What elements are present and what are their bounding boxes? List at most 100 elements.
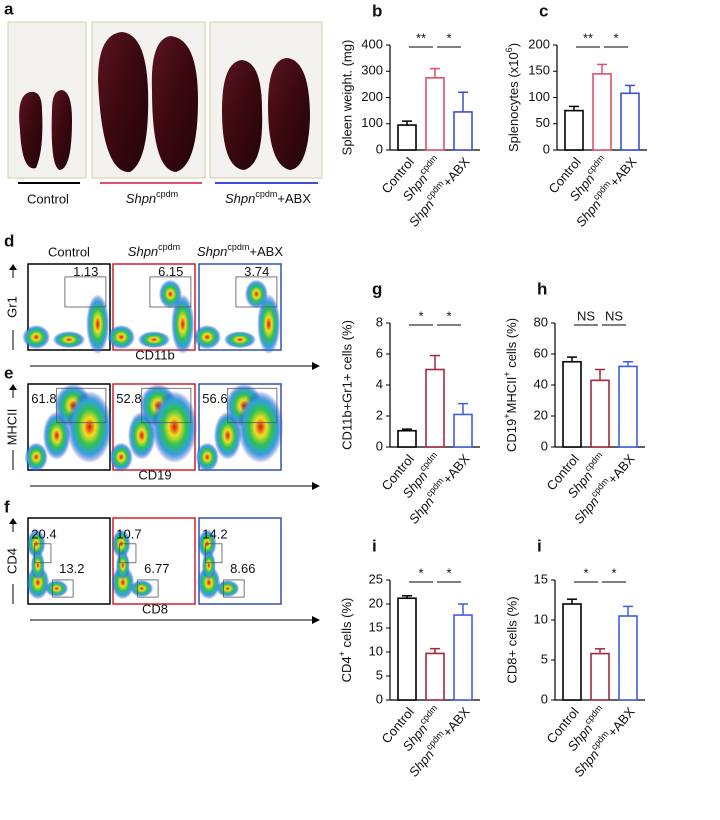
text-segment: Shpn (126, 191, 156, 206)
y-axis-label: CD8+ cells (%) (504, 596, 519, 683)
spleen (98, 32, 149, 173)
gate-percentage: 1.13 (73, 264, 98, 279)
arrow-head (312, 482, 320, 490)
density-cloud (197, 565, 221, 600)
density-cloud (107, 325, 135, 350)
gate (56, 387, 107, 424)
y-tick-label: 6 (376, 345, 383, 360)
significance-label: * (418, 308, 423, 323)
density-cloud (151, 390, 198, 464)
panel-label: f (4, 497, 10, 516)
arrow-head (9, 264, 17, 270)
gate-percentage: 10.7 (116, 527, 141, 542)
gate (149, 276, 192, 308)
bar (425, 368, 445, 448)
text-segment: +ABX (277, 191, 311, 206)
bar (453, 111, 473, 151)
arrow-head (312, 616, 320, 624)
density-cloud (137, 331, 171, 349)
text-segment: + (337, 651, 347, 656)
photo-panel (7, 21, 323, 184)
density-cloud (52, 331, 86, 349)
bar (562, 360, 582, 448)
y-axis-label: Spleen weight. (mg) (339, 40, 354, 156)
bar (397, 597, 417, 701)
text-segment: cells (%) (504, 318, 519, 371)
y-tick-label: 15 (369, 619, 383, 634)
text-segment: +ABX (605, 451, 638, 487)
text-segment: cpdm (585, 153, 607, 176)
significance-label: NS (605, 308, 623, 323)
density-cloud (30, 550, 45, 580)
text-segment: cpdm (158, 242, 180, 252)
gate-percentage: 8.66 (230, 561, 255, 576)
y-tick-label: 0 (376, 691, 383, 706)
y-tick-label: 80 (534, 314, 548, 329)
y-tick-label: 400 (361, 36, 383, 51)
y-tick-label: 5 (541, 651, 548, 666)
significance-label: * (611, 565, 616, 580)
gate (227, 387, 278, 424)
density-cloud (171, 294, 195, 355)
gate-percentage: 61.8 (31, 391, 56, 406)
bar (425, 652, 445, 701)
y-tick-label: 150 (528, 63, 550, 78)
y-tick-label: 20 (534, 407, 548, 422)
significance-label: * (446, 308, 451, 323)
bar (425, 77, 445, 151)
y-tick-label: 4 (376, 376, 383, 391)
y-tick-label: 0 (376, 141, 383, 156)
spleen (151, 36, 198, 172)
density-cloud (216, 580, 240, 597)
y-tick-label: 8 (376, 314, 383, 329)
text-segment: + (502, 371, 512, 376)
panel-label: i (372, 536, 377, 555)
photo-frame (7, 21, 87, 179)
density-cloud (195, 442, 219, 472)
text-segment: cpdm (255, 189, 277, 199)
text-segment: cells (%) (339, 598, 354, 651)
density-cloud (223, 331, 257, 349)
y-axis-label: CD4+ cells (%) (337, 598, 354, 683)
group-label: Shpncpdm (126, 189, 178, 206)
density-cloud (158, 279, 182, 309)
panel-label: g (372, 279, 382, 298)
gate (34, 543, 52, 564)
density-cloud (66, 390, 113, 464)
x-axis-label: CD11b (135, 347, 175, 362)
text-segment: Splenocytes (x10 (506, 52, 521, 152)
gate-percentage: 6.77 (144, 561, 169, 576)
bar (453, 413, 473, 448)
density-cloud (45, 580, 69, 597)
column-header: Shpncpdm (128, 242, 180, 259)
gate (205, 543, 223, 564)
significance-label: * (583, 565, 588, 580)
bar (590, 652, 610, 701)
text-segment: 6 (504, 47, 514, 52)
text-segment: cpdm (583, 450, 605, 473)
y-tick-label: 200 (361, 89, 383, 104)
bar (620, 92, 640, 151)
y-tick-label: 15 (534, 571, 548, 586)
panel-label: h (537, 279, 547, 298)
y-tick-label: 0 (543, 141, 550, 156)
y-tick-label: 0 (541, 438, 548, 453)
gate-percentage: 56.6 (202, 391, 227, 406)
y-tick-label: 2 (376, 407, 383, 422)
y-tick-label: 0 (376, 438, 383, 453)
density-cloud (193, 325, 221, 350)
density-cloud (257, 294, 281, 355)
text-segment: Shpn (128, 244, 158, 259)
density-cloud (26, 565, 50, 600)
y-tick-label: 100 (528, 89, 550, 104)
y-axis-label: Splenocytes (x106) (504, 43, 521, 152)
text-segment: +ABX (440, 704, 473, 740)
density-cloud (130, 580, 154, 597)
y-tick-label: 200 (528, 36, 550, 51)
panel-label: a (4, 0, 14, 18)
bar (592, 73, 612, 151)
bar (618, 365, 638, 448)
bar (562, 603, 582, 701)
text-segment: cpdm (227, 242, 249, 252)
